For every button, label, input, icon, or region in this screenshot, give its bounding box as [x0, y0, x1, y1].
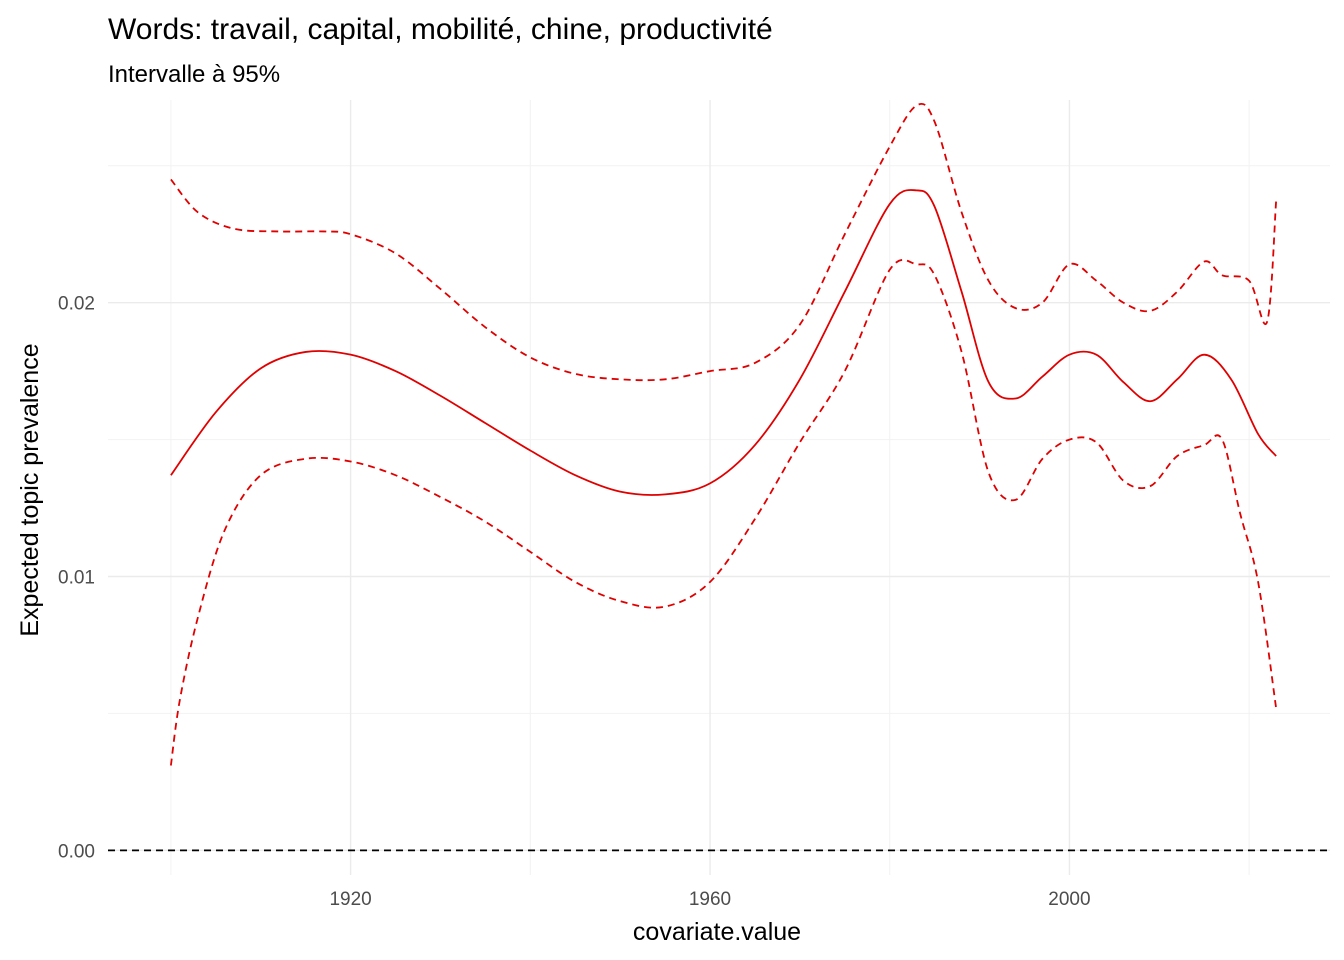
y-tick-label: 0.01 — [58, 568, 95, 589]
y-axis-title: Expected topic prevalence — [16, 343, 44, 636]
y-tick-label: 0.02 — [58, 294, 95, 315]
x-tick-label: 1920 — [329, 889, 371, 910]
y-tick-labels: 0.00 0.01 0.02 — [58, 294, 95, 863]
x-tick-label: 2000 — [1048, 889, 1090, 910]
y-tick-label: 0.00 — [58, 841, 95, 862]
major-gridlines — [108, 100, 1330, 875]
series-line-lower — [170, 259, 1277, 766]
x-tick-label: 1960 — [689, 889, 731, 910]
chart-subtitle: Intervalle à 95% — [108, 61, 281, 88]
chart-title: Words: travail, capital, mobilité, chine… — [108, 13, 773, 46]
minor-gridlines — [108, 100, 1330, 875]
series-layer — [170, 102, 1277, 766]
series-line-upper — [170, 102, 1277, 382]
x-axis-title: covariate.value — [633, 918, 801, 946]
series-line-estimate — [170, 189, 1277, 496]
x-tick-labels: 1920 1960 2000 — [329, 889, 1090, 910]
